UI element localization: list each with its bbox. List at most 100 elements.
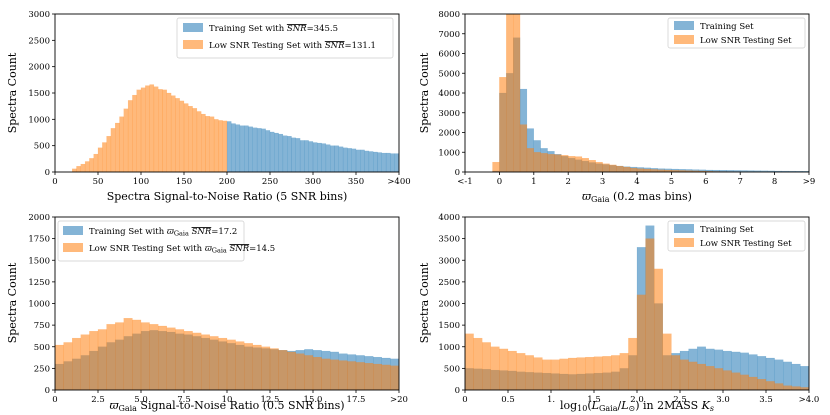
x-tick-label: 4 — [634, 177, 639, 187]
y-axis-label: Spectra Count — [6, 52, 19, 133]
testing-bar — [218, 337, 228, 390]
testing-bar — [222, 120, 228, 172]
legend-swatch-testing — [183, 40, 203, 49]
testing-bar — [561, 155, 569, 172]
bars-group — [465, 225, 809, 390]
y-tick-label: 3000 — [438, 256, 460, 266]
testing-bar — [473, 337, 483, 390]
testing-bar — [330, 359, 339, 390]
testing-bar — [595, 161, 603, 172]
testing-bar — [390, 365, 399, 390]
testing-bar — [499, 77, 507, 172]
y-tick-label: 1500 — [28, 89, 50, 99]
testing-bar — [542, 359, 552, 390]
legend-label-training: Training Set — [700, 22, 754, 32]
ticks-group: <-1 0 1 2 3 4 5 6 7 8 >901000200030004000500060007… — [438, 10, 815, 187]
testing-bar — [623, 166, 631, 172]
x-tick-label: <-1 — [457, 177, 472, 187]
x-tick-label: >4.0 — [799, 395, 820, 405]
training-bar — [226, 121, 232, 172]
x-tick-label: >9 — [803, 177, 816, 187]
x-axis-label: ϖGaia (0.2 mas bins) — [582, 190, 692, 204]
testing-bar — [355, 362, 365, 390]
training-bar — [791, 363, 801, 390]
panel-parallax-snr: 0 2.5 5.0 7.5 10 12.5 15.0 17.5 >20 0 250 500 750 100… — [6, 213, 408, 413]
testing-bar — [175, 98, 180, 172]
training-bar — [394, 153, 399, 172]
testing-bar — [55, 344, 64, 390]
training-bar — [295, 138, 301, 172]
testing-bar — [364, 363, 374, 390]
x-axis-label: ϖGaia Signal-to-Noise Ratio (0.5 SNR bin… — [109, 399, 344, 413]
testing-bar — [252, 344, 262, 390]
testing-bar — [697, 363, 706, 390]
x-tick-label: 300 — [305, 177, 321, 187]
x-tick-label: 50 — [93, 177, 104, 187]
testing-bar — [568, 357, 577, 390]
y-tick-label: 1000 — [28, 115, 50, 125]
testing-bar — [619, 353, 629, 390]
testing-bar — [183, 331, 193, 390]
testing-bar — [533, 357, 543, 390]
legend-label-testing: Low SNR Testing Set — [700, 36, 792, 46]
testing-bar — [398, 217, 399, 390]
testing-bar — [201, 113, 206, 172]
training-bar — [291, 137, 296, 172]
training-bar — [338, 146, 344, 172]
training-bar — [390, 153, 395, 172]
testing-bar — [80, 334, 90, 390]
testing-bar — [149, 84, 155, 172]
x-tick-label: 5.0 — [134, 395, 148, 405]
legend-box — [667, 220, 806, 252]
testing-bar — [731, 372, 741, 390]
training-bar — [377, 152, 382, 172]
y-tick-label: 1750 — [28, 235, 50, 245]
x-tick-label: 0.5 — [501, 395, 515, 405]
testing-bar — [679, 359, 689, 390]
testing-bar — [80, 163, 86, 172]
training-bar — [800, 366, 809, 390]
testing-bar — [616, 165, 624, 172]
x-tick-label: 8 — [772, 177, 777, 187]
testing-bar — [127, 100, 133, 172]
testing-bar — [645, 238, 655, 390]
training-bar — [368, 151, 374, 172]
x-tick-label: 150 — [176, 177, 192, 187]
legend-swatch-training — [674, 224, 694, 233]
x-tick-label: 3.5 — [759, 395, 773, 405]
testing-bar — [97, 329, 107, 390]
x-tick-label: 0 — [52, 177, 57, 187]
y-tick-label: 2000 — [28, 63, 50, 73]
training-bar — [808, 163, 809, 172]
testing-bar — [218, 120, 223, 172]
testing-bar — [89, 331, 99, 390]
training-bar — [235, 124, 241, 172]
testing-bar — [123, 108, 129, 172]
testing-bar — [140, 322, 150, 390]
testing-bar — [740, 374, 749, 390]
legend-swatch-training — [63, 226, 83, 235]
training-bar — [334, 145, 339, 172]
ticks-group: 0 50 100 150 200 250 300 350 >400 0 500 1000 1500 200… — [28, 10, 410, 187]
testing-bar — [705, 366, 715, 390]
testing-bar — [338, 360, 348, 390]
y-axis-label: Spectra Count — [6, 262, 19, 343]
testing-bar — [102, 142, 107, 172]
testing-bar — [84, 161, 90, 172]
testing-bar — [209, 116, 215, 172]
testing-bar — [628, 337, 638, 390]
testing-bar — [269, 348, 279, 390]
y-tick-label: 500 — [444, 364, 460, 374]
training-bar — [364, 150, 370, 172]
x-tick-label: 2.0 — [630, 395, 644, 405]
training-bar — [385, 152, 391, 172]
testing-bar — [576, 357, 586, 390]
training-bar — [252, 127, 258, 172]
testing-bar — [748, 376, 758, 390]
legend-swatch-testing — [63, 243, 83, 252]
testing-bar — [140, 87, 146, 172]
y-tick-label: 2000 — [438, 129, 460, 139]
training-bar — [278, 133, 284, 172]
legend-box — [57, 220, 245, 262]
training-bar — [304, 140, 309, 172]
